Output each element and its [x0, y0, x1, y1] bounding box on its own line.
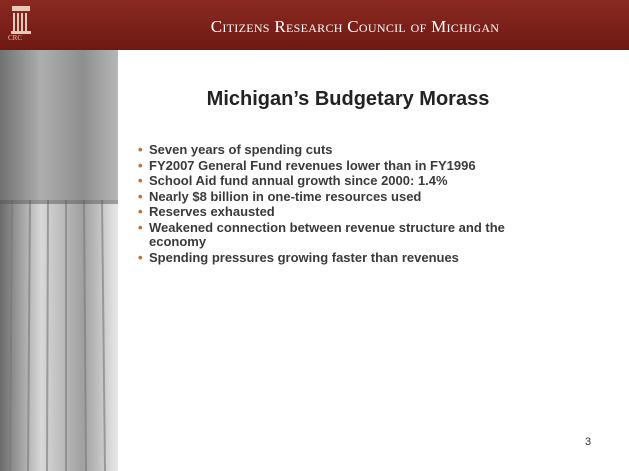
- slide: CRC Citizens Research Council of Michiga…: [0, 0, 629, 471]
- bullet-item: Seven years of spending cuts: [138, 143, 533, 158]
- bullet-item: Spending pressures growing faster than r…: [138, 251, 533, 266]
- bullet-list: Seven years of spending cutsFY2007 Gener…: [138, 143, 533, 266]
- bullet-item: Reserves exhausted: [138, 205, 533, 220]
- bullet-item: School Aid fund annual growth since 2000…: [138, 174, 533, 189]
- bullet-item: Weakened connection between revenue stru…: [138, 221, 533, 250]
- pillar-image: [0, 50, 118, 471]
- header-title: Citizens Research Council of Michigan: [150, 17, 560, 37]
- slide-title: Michigan’s Budgetary Morass: [118, 88, 578, 111]
- bullet-item: FY2007 General Fund revenues lower than …: [138, 159, 533, 174]
- bullet-item: Nearly $8 billion in one-time resources …: [138, 190, 533, 205]
- page-number: 3: [585, 436, 591, 448]
- logo-text: CRC: [8, 34, 22, 42]
